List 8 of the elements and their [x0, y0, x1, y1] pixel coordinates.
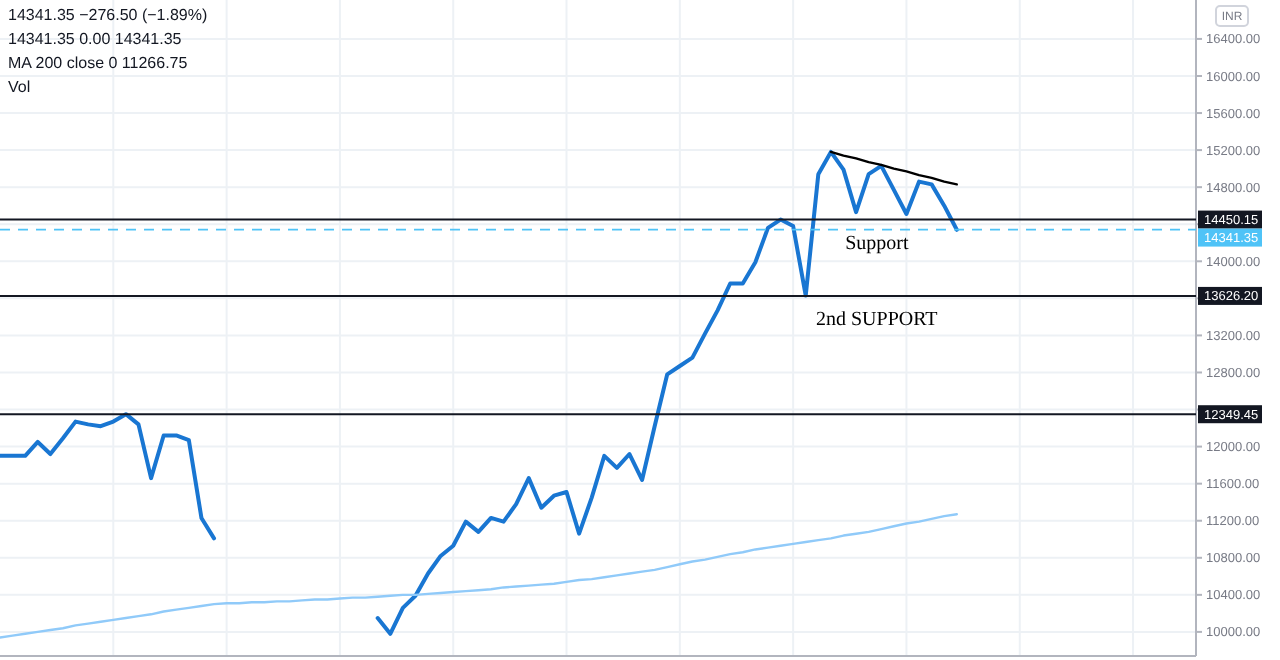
annotation: Vol	[8, 78, 31, 96]
annotation: 2nd SUPPORT	[815, 308, 938, 331]
annotation: Support	[845, 232, 909, 255]
annotation: 14341.35 0.00 14341.35	[8, 30, 183, 48]
annotation: MA 200 close 0 11266.75	[8, 54, 189, 72]
line-series	[0, 513, 958, 639]
annotation: 14341.35 −276.50 (−1.89%)	[8, 6, 208, 24]
line-series	[829, 150, 958, 186]
